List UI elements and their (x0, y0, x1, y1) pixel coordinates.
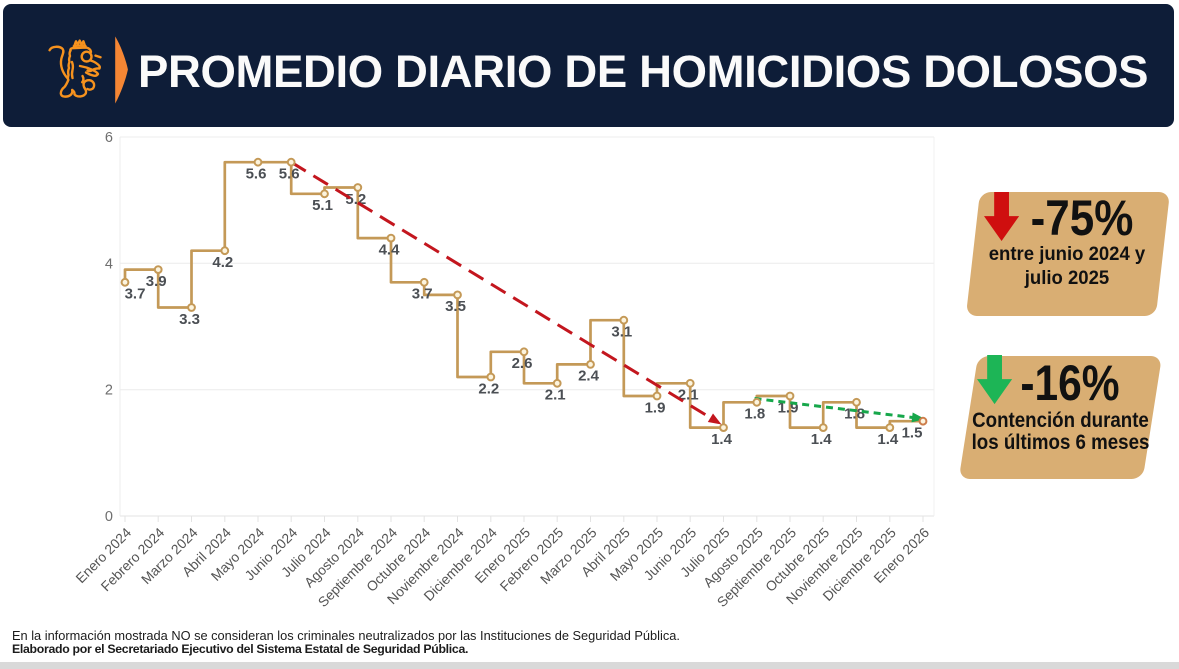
svg-text:2: 2 (105, 383, 113, 399)
svg-text:3.1: 3.1 (611, 324, 632, 341)
svg-text:5.1: 5.1 (312, 197, 333, 214)
svg-text:1.9: 1.9 (645, 399, 666, 416)
svg-text:1.4: 1.4 (811, 431, 833, 448)
svg-text:2.1: 2.1 (545, 387, 566, 404)
svg-text:5.6: 5.6 (279, 166, 300, 183)
svg-text:1.4: 1.4 (711, 431, 733, 448)
svg-text:4.2: 4.2 (212, 254, 233, 271)
svg-text:0: 0 (105, 509, 113, 525)
svg-text:1.8: 1.8 (744, 406, 765, 423)
svg-text:2.6: 2.6 (512, 355, 533, 372)
svg-text:1.8: 1.8 (844, 406, 865, 423)
svg-text:3.5: 3.5 (445, 298, 466, 315)
svg-text:4: 4 (105, 256, 113, 272)
svg-text:3.7: 3.7 (125, 286, 146, 303)
svg-text:6: 6 (105, 130, 113, 146)
svg-text:1.5: 1.5 (902, 425, 923, 442)
svg-text:2.4: 2.4 (578, 368, 600, 385)
svg-text:2.2: 2.2 (478, 380, 499, 397)
svg-text:1.4: 1.4 (877, 431, 899, 448)
svg-text:5.6: 5.6 (246, 166, 267, 183)
svg-text:3.3: 3.3 (179, 311, 200, 328)
svg-text:4.4: 4.4 (379, 241, 401, 258)
svg-text:3.9: 3.9 (146, 273, 167, 290)
svg-text:3.7: 3.7 (412, 286, 433, 303)
